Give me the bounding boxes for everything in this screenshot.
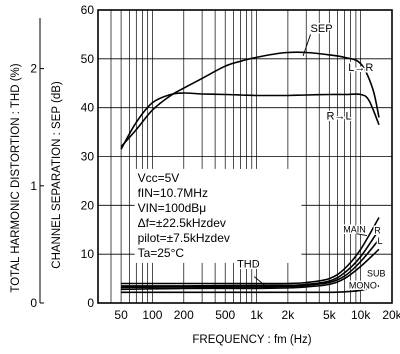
series-line-main xyxy=(121,217,380,285)
y-tick-label-separation: 20 xyxy=(81,198,95,212)
plot-frame xyxy=(97,9,393,304)
condition-line: fIN=10.7MHz xyxy=(138,186,208,200)
condition-line: Vcc=5V xyxy=(138,171,180,185)
condition-line: VIN=100dBμ xyxy=(138,201,207,215)
x-ticks: 50 100 200 500 1k 2k 5k 10k 20k xyxy=(114,308,400,322)
condition-line: Ta=25°C xyxy=(138,246,185,260)
y-tick-label-separation: 50 xyxy=(81,52,95,66)
x-tick-label: 500 xyxy=(215,308,235,322)
curve-label: SEP xyxy=(311,23,333,35)
y-tick-label-separation: 30 xyxy=(81,150,95,164)
series-line-l xyxy=(121,238,380,289)
curve-label: MONO xyxy=(349,280,377,290)
y-tick-label-separation: 0 xyxy=(87,296,94,310)
conditions-box: Vcc=5VfIN=10.7MHzVIN=100dBμΔf=±22.5kHzde… xyxy=(134,168,302,263)
x-tick-label: 200 xyxy=(174,308,194,322)
x-tick-label: 10k xyxy=(351,308,371,322)
y-tick-label-separation: 60 xyxy=(81,3,95,17)
curve-label: L→R xyxy=(348,62,373,74)
y-tick-label-distortion: 2 xyxy=(30,62,37,76)
condition-line: Δf=±22.5kHzdev xyxy=(138,216,226,230)
x-tick-label: 50 xyxy=(114,308,128,322)
y-axis-title-separation: CHANNEL SEPARATION : SEP (dB) xyxy=(51,81,63,269)
y-tick-label-separation: 40 xyxy=(81,101,95,115)
x-tick-label: 100 xyxy=(142,308,162,322)
series-line-mono xyxy=(121,285,380,294)
y-tick-label-distortion: 0 xyxy=(30,296,37,310)
x-tick-label: 2k xyxy=(282,308,296,322)
curve-label: R xyxy=(374,226,381,236)
y-ticks-left: 0 1 2 xyxy=(30,18,44,310)
series-line-r-l xyxy=(120,92,380,150)
y-tick-label-separation: 10 xyxy=(81,247,95,261)
x-axis-title: FREQUENCY : fm (Hz) xyxy=(192,334,311,346)
condition-line: pilot=±7.5kHzdev xyxy=(138,231,230,245)
curve-label: MAIN xyxy=(343,225,366,235)
series-line-r xyxy=(121,229,380,287)
y-ticks-right: 0 10 20 30 40 50 60 xyxy=(81,3,95,310)
y-tick-label-distortion: 1 xyxy=(30,179,37,193)
x-tick-label: 20k xyxy=(382,308,400,322)
series-line-sub xyxy=(121,248,380,291)
leader-line xyxy=(356,233,368,237)
series-group xyxy=(120,51,380,294)
curve-label: SUB xyxy=(367,269,386,279)
x-tick-label: 1k xyxy=(250,308,264,322)
series-line-l-r xyxy=(120,51,380,148)
x-tick-label: 5k xyxy=(323,308,337,322)
curve-label: THD xyxy=(237,258,260,270)
leader-line xyxy=(253,276,267,288)
conditions-background xyxy=(134,168,302,263)
curve-label: R→L xyxy=(327,110,352,122)
y-axis-title-distortion: TOTAL HARMONIC DISTORTION : THD (%) xyxy=(10,63,22,292)
leader-line xyxy=(302,34,311,57)
curve-label: L xyxy=(377,236,382,246)
